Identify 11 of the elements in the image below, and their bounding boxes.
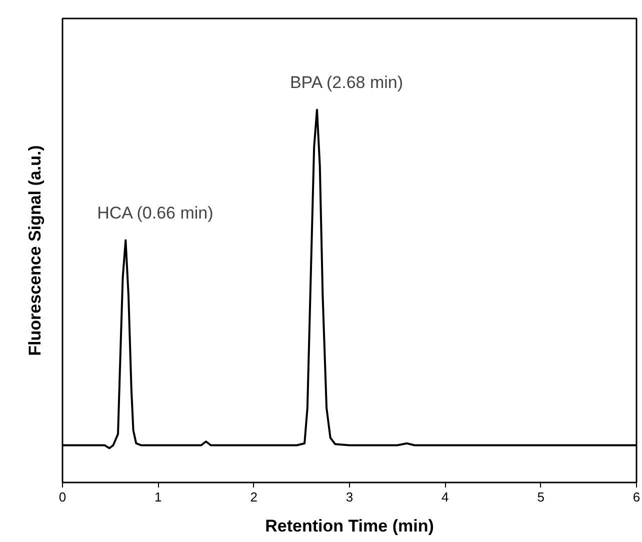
x-tick-label: 4 — [442, 490, 449, 504]
x-tick-label: 2 — [250, 490, 258, 504]
x-tick-label: 5 — [537, 490, 544, 504]
x-tick-label: 6 — [632, 490, 640, 504]
annotation: HCA (0.66 min) — [97, 203, 214, 222]
x-tick-label: 1 — [154, 490, 162, 504]
x-axis-title: Retention Time (min) — [265, 516, 434, 536]
y-axis-title: Fluorescence Signal (a.u.) — [26, 145, 44, 356]
annotation: BPA (2.68 min) — [290, 72, 404, 92]
x-tick-label: 0 — [58, 490, 66, 504]
x-tick-label: 3 — [346, 490, 354, 504]
